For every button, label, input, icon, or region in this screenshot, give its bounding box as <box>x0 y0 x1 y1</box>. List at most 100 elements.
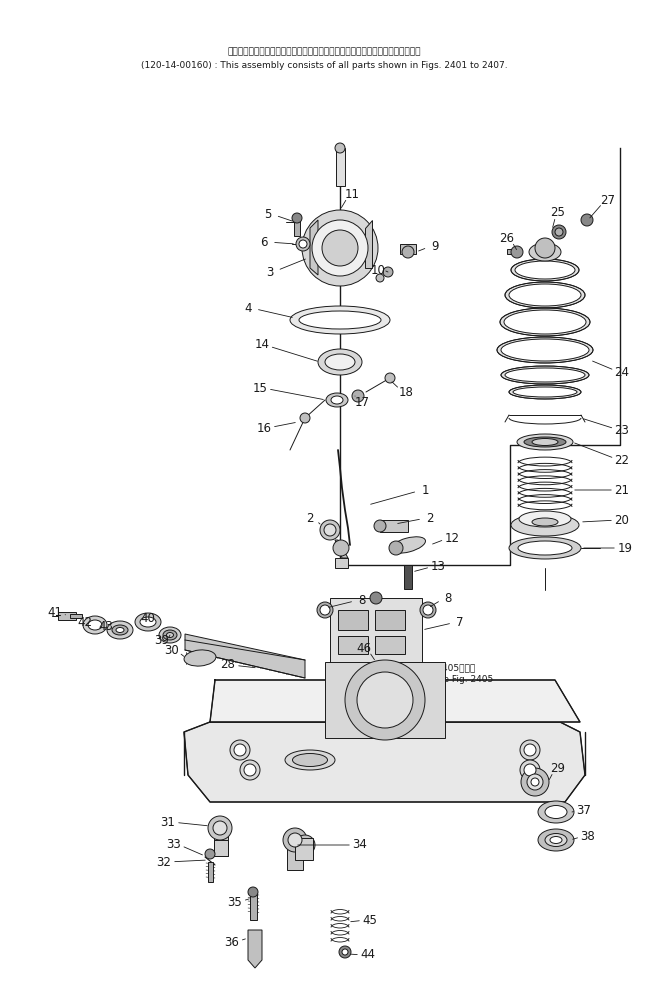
Ellipse shape <box>501 339 589 361</box>
Text: 32: 32 <box>156 855 171 868</box>
Bar <box>58 612 76 620</box>
Circle shape <box>288 833 302 847</box>
Bar <box>338 636 368 654</box>
Circle shape <box>230 740 250 760</box>
Text: 45: 45 <box>363 913 378 926</box>
Circle shape <box>234 744 246 756</box>
Ellipse shape <box>519 511 571 527</box>
Polygon shape <box>310 220 318 275</box>
Ellipse shape <box>293 753 328 767</box>
Ellipse shape <box>538 801 574 823</box>
Bar <box>375 610 405 630</box>
Ellipse shape <box>538 829 574 851</box>
Text: 12: 12 <box>445 531 459 544</box>
Text: 9: 9 <box>431 240 439 252</box>
Text: 1: 1 <box>421 483 429 497</box>
Circle shape <box>524 764 536 776</box>
Circle shape <box>555 228 563 236</box>
Text: 15: 15 <box>252 381 267 395</box>
Bar <box>404 565 412 589</box>
Text: 44: 44 <box>360 949 376 961</box>
Circle shape <box>283 828 307 852</box>
Text: 26: 26 <box>500 232 515 245</box>
Ellipse shape <box>299 311 381 329</box>
Text: 7: 7 <box>456 616 464 628</box>
Text: 33: 33 <box>167 838 181 850</box>
Circle shape <box>205 849 215 859</box>
Circle shape <box>240 760 260 780</box>
Polygon shape <box>335 540 348 558</box>
Ellipse shape <box>511 259 579 281</box>
Ellipse shape <box>509 537 581 559</box>
Polygon shape <box>365 220 372 268</box>
Ellipse shape <box>184 650 216 666</box>
Text: 28: 28 <box>221 659 236 672</box>
Text: 17: 17 <box>354 396 369 409</box>
Ellipse shape <box>500 308 590 336</box>
Circle shape <box>352 390 364 402</box>
Ellipse shape <box>88 620 102 630</box>
Ellipse shape <box>532 439 558 446</box>
Ellipse shape <box>391 537 426 553</box>
Text: 8: 8 <box>445 591 452 605</box>
Bar <box>338 610 368 630</box>
Circle shape <box>357 672 413 728</box>
Ellipse shape <box>326 393 348 407</box>
Ellipse shape <box>331 396 343 404</box>
Text: 42: 42 <box>77 616 93 628</box>
Circle shape <box>213 821 227 835</box>
Text: 30: 30 <box>165 643 179 657</box>
Ellipse shape <box>505 368 585 382</box>
Text: 46: 46 <box>356 641 371 654</box>
Text: 25: 25 <box>550 205 565 219</box>
Text: 4: 4 <box>244 301 252 314</box>
Text: 3: 3 <box>266 265 274 279</box>
Bar <box>208 862 213 882</box>
Bar <box>294 218 300 236</box>
Circle shape <box>208 816 232 840</box>
Circle shape <box>299 240 307 248</box>
Circle shape <box>385 373 395 383</box>
Ellipse shape <box>116 627 124 632</box>
Bar <box>287 840 303 870</box>
Bar <box>250 892 257 920</box>
Text: 22: 22 <box>615 454 630 466</box>
Circle shape <box>320 605 330 615</box>
Ellipse shape <box>532 518 558 526</box>
Ellipse shape <box>167 632 173 637</box>
Ellipse shape <box>107 621 133 639</box>
Text: (120-14-00160) : This assembly consists of all parts shown in Figs. 2401 to 2407: (120-14-00160) : This assembly consists … <box>141 61 508 70</box>
Ellipse shape <box>505 282 585 308</box>
Text: このアセンブリの構成部品は第２４．０１図から第２４．０７図まで含みます．: このアセンブリの構成部品は第２４．０１図から第２４．０７図まで含みます． <box>227 47 421 57</box>
Ellipse shape <box>159 627 181 643</box>
Circle shape <box>244 764 256 776</box>
Ellipse shape <box>140 617 156 627</box>
Circle shape <box>383 267 393 277</box>
Circle shape <box>300 413 310 423</box>
Circle shape <box>342 949 348 955</box>
Text: 24: 24 <box>615 365 630 378</box>
Text: 2: 2 <box>426 512 434 524</box>
Circle shape <box>531 778 539 786</box>
Ellipse shape <box>529 243 561 261</box>
Text: 16: 16 <box>256 421 271 434</box>
Text: 21: 21 <box>615 483 630 497</box>
Ellipse shape <box>285 750 335 770</box>
Circle shape <box>295 835 315 855</box>
Text: 18: 18 <box>398 386 413 399</box>
Text: 19: 19 <box>617 541 633 555</box>
Text: 14: 14 <box>254 339 269 352</box>
Ellipse shape <box>545 805 567 819</box>
Text: 10: 10 <box>371 263 386 277</box>
Text: 第2405図参照: 第2405図参照 <box>432 664 476 673</box>
Circle shape <box>370 592 382 604</box>
Bar <box>375 636 405 654</box>
Circle shape <box>320 520 340 540</box>
Ellipse shape <box>501 366 589 384</box>
Bar <box>70 614 82 618</box>
Text: 11: 11 <box>345 188 360 200</box>
Ellipse shape <box>504 310 586 334</box>
Text: 8: 8 <box>358 593 365 607</box>
Text: 6: 6 <box>260 236 268 248</box>
Bar <box>380 520 408 532</box>
